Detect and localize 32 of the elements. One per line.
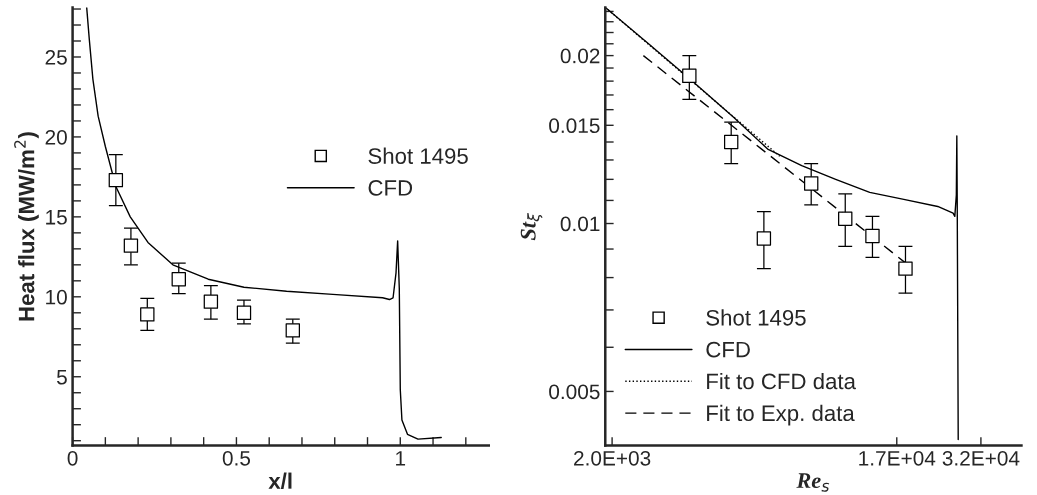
x-tick-label: 1 — [396, 451, 406, 466]
legend-label: Fit to CFD data — [707, 372, 856, 390]
x-tick-label: 0.5 — [222, 450, 251, 466]
y-tick-label: 20 — [45, 129, 67, 145]
legend-label: Shot 1495 — [368, 147, 468, 164]
x-tick-label: 2.0E+03 — [574, 450, 651, 466]
x-axis-title: Re$_{s}$ — [796, 473, 830, 492]
point — [171, 272, 186, 287]
y-tick-label: 0.01 — [560, 216, 600, 232]
x-tick-label: 0 — [67, 450, 78, 466]
y-tick-label: 0.02 — [560, 48, 600, 64]
legend-label: CFD — [706, 341, 750, 358]
x-tick-label: 1.7E+04 — [859, 450, 936, 466]
y-tick-label: 0.015 — [549, 118, 600, 134]
point — [236, 305, 252, 321]
y-axis-title: St$_{ξ}$ — [520, 213, 543, 241]
y-tick-label: 25 — [45, 49, 67, 65]
x-tick-label: 3.2E+04 — [942, 450, 1020, 466]
point — [203, 294, 219, 309]
legend-label: Fit to Exp. data — [707, 404, 855, 426]
point — [140, 307, 155, 322]
x-axis-title: x/l — [268, 472, 292, 490]
point — [285, 323, 301, 338]
y-axis-title: Heat flux (MW/m$^{2}$) — [14, 132, 39, 321]
y-tick-label: 15 — [46, 210, 67, 225]
point — [123, 238, 139, 253]
y-tick-label: 10 — [46, 289, 67, 305]
y-tick-label: 0.005 — [549, 384, 600, 400]
y-tick-label: 5 — [56, 369, 67, 385]
point — [108, 172, 124, 188]
legend-label: Shot 1495 — [706, 309, 806, 326]
legend-label: CFD — [368, 180, 413, 196]
